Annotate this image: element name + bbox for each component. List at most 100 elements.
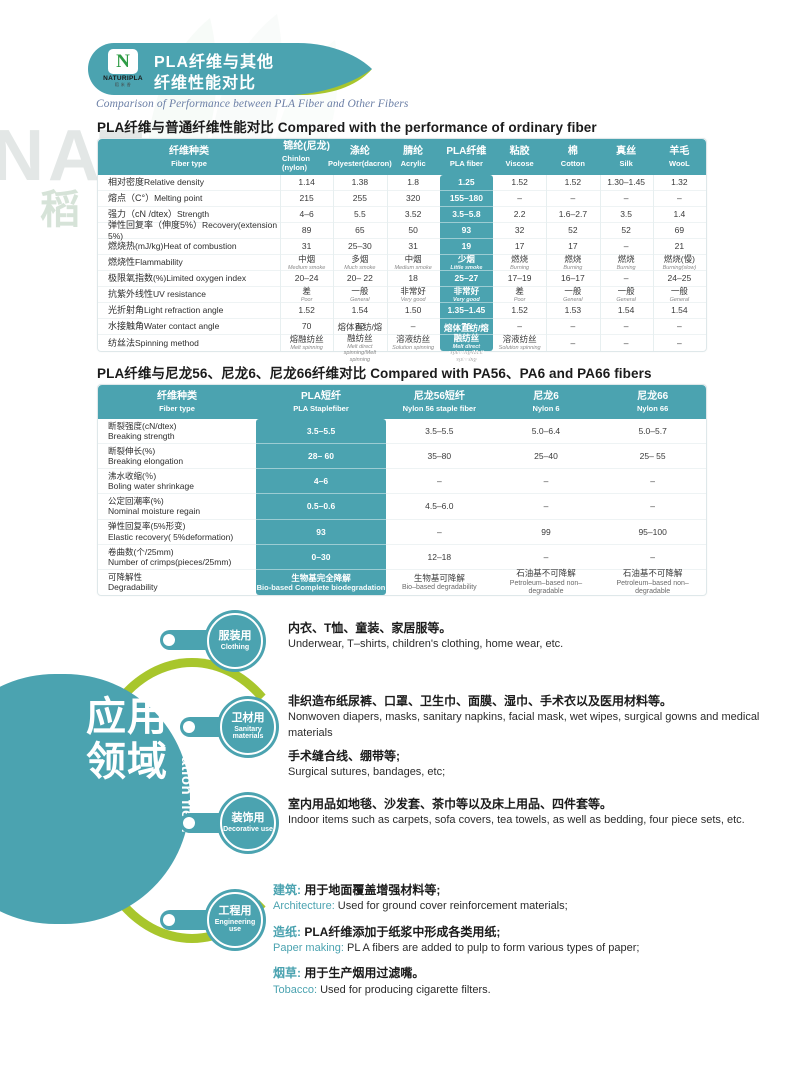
cell-value: 燃烧: [617, 253, 635, 264]
table1-row: 光折射角Light refraction angle 1.52 1.54 1.50 1.…: [98, 303, 706, 319]
table1-cell: 1.32: [652, 175, 706, 191]
col-header-cn: 腈纶: [403, 146, 424, 158]
table1-cell: 1.4: [652, 207, 706, 223]
engineering-item-papermaking: 造纸: PLA纤维添加于纸浆中形成各类用纸; Paper making: PL …: [273, 924, 793, 957]
cell-value: 95–100: [638, 526, 667, 537]
cell-subtext: Much smoke: [344, 264, 376, 271]
table2-col-header-2: 尼龙56短纤 Nylon 56 staple fiber: [386, 385, 493, 419]
table2-header-row: 纤维种类 Fiber type PLA短纤 PLA Staplefiber 尼龙56短纤…: [98, 385, 706, 419]
cell-value: 1.52: [564, 177, 582, 188]
node-decorative[interactable]: 装饰用 Decorative use: [217, 792, 279, 854]
table1-cell: 17: [493, 239, 547, 255]
table1-cell: 2.2: [493, 207, 547, 223]
cell-value: 1.50: [404, 305, 422, 316]
pla-cell: 25–27: [439, 271, 493, 287]
cell-value: 69: [674, 225, 685, 236]
logo-mark: N: [108, 49, 138, 74]
row-label: 相对密度Relative density: [98, 175, 280, 191]
col-header-en: Acrylic: [400, 158, 426, 168]
cell-value: 31: [408, 241, 418, 252]
cell-subtext: Medium smoke: [287, 264, 326, 271]
row-label: 光折射角Light refraction angle: [98, 303, 280, 319]
table1-cell: 1.30–1.45: [599, 175, 653, 191]
cell-value: –: [570, 321, 576, 332]
row-label-en: UV resistance: [153, 289, 206, 300]
table1-cell: –: [652, 319, 706, 335]
node-sanitary[interactable]: 卫材用 Sanitary materials: [217, 696, 279, 758]
table1-cell: 20–24: [280, 271, 334, 287]
application-field-section: 应用领域 Application field 服装用 Clothing 卫材用 …: [0, 600, 793, 1030]
cell-value: 1.14: [298, 177, 315, 188]
col-header-cn: 尼龙66: [637, 391, 669, 403]
cell-value: –: [623, 273, 629, 284]
table1-cell: –: [652, 191, 706, 207]
table1-cell: 50: [386, 223, 440, 239]
col-header-en: PLA Staplefiber: [293, 403, 349, 413]
text-block-sanitary: 非织造布纸尿裤、口罩、卫生巾、面膜、湿巾、手术衣以及医用材料等。 Nonwove…: [288, 693, 788, 741]
cell-value: 17: [514, 241, 525, 252]
node-engineering[interactable]: 工程用 Engineering use: [204, 889, 266, 951]
table2-cell: –: [492, 494, 600, 520]
row-label-en: Relative density: [144, 177, 205, 188]
table1-cell: 一般 General: [599, 286, 653, 303]
row-label-en: Number of crimps(pieces/25mm): [108, 556, 232, 567]
table1-cell: 20– 22: [333, 271, 387, 287]
cell-value: 20–24: [294, 273, 319, 284]
cell-value: 20– 22: [346, 273, 373, 284]
table1-col-header-1: 锦纶(尼龙) Chinlon (nylon): [280, 139, 333, 175]
table1-cell: 89: [280, 223, 334, 239]
cell-value: 65: [355, 225, 365, 236]
pla-cell-value: 熔体直纺/熔融纺丝: [443, 322, 489, 343]
cell-value: 1.54: [671, 305, 688, 316]
banner-shape: [88, 43, 372, 95]
cell-value: 1.30–1.45: [607, 177, 646, 188]
pla-cell: 3.5–5.8: [439, 207, 493, 223]
row-label-cn: 燃烧性: [108, 257, 136, 268]
row-label-en: Boling water shrinkage: [108, 481, 194, 492]
pla-cell-value: 生物基完全降解: [291, 572, 351, 583]
architecture-body-cn: 用于地面覆盖增强材料等;: [301, 883, 441, 897]
comparison-table-ordinary-fiber: 纤维种类 Fiber type 锦纶(尼龙) Chinlon (nylon) 涤纶 Pol…: [97, 138, 707, 363]
node-clothing[interactable]: 服装用 Clothing: [204, 610, 266, 672]
node-engineering-ring: 工程用 Engineering use: [207, 892, 263, 948]
table1-cell: 21: [652, 239, 706, 255]
tobacco-body-en: Used for producing cigarette filters.: [317, 983, 491, 996]
banner-title-line1: PLA纤维与其他: [154, 54, 275, 71]
table1-cell: 中烟 Medium smoke: [386, 254, 440, 271]
row-label-cn: 相对密度: [108, 177, 145, 188]
cell-value: 1.8: [407, 177, 420, 188]
table1-col-header-2: 涤纶 Polyester(dacron): [328, 139, 392, 175]
table2-col-header-0: 纤维种类 Fiber type: [98, 385, 256, 419]
text-clothing-en: Underwear, T–shirts, children's clothing…: [288, 638, 564, 651]
table1-row: 燃烧性Flammability 中烟 Medium smoke 多烟 Much smok…: [98, 253, 706, 271]
text-block-engineering: 建筑: 用于地面覆盖增强材料等; Architecture: Used for …: [273, 882, 793, 998]
text-clothing-cn: 内衣、T恤、童装、家居服等。: [288, 621, 452, 635]
table2-cell: –: [599, 494, 706, 520]
column-separator: [280, 175, 281, 351]
pla-cell-subtext: Very good: [453, 296, 480, 303]
pla-cell-value: 93: [461, 225, 472, 236]
papermaking-cn-line: 造纸: PLA纤维添加于纸浆中形成各类用纸;: [273, 924, 793, 941]
table2-cell: 4.5–6.0: [386, 494, 493, 520]
cell-subtext: General: [669, 296, 690, 303]
table1-cell: –: [599, 319, 653, 335]
cell-subtext: Poor: [300, 296, 313, 303]
cell-value: 70: [301, 321, 312, 332]
text-sanitary-en: Nonwoven diapers, masks, sanitary napkin…: [288, 711, 760, 739]
table1-col-header-4: PLA纤维 PLA fiber: [440, 139, 493, 175]
cell-value: 17–19: [507, 273, 532, 284]
pla-cell-value: 非常好: [453, 285, 480, 296]
pla-cell: 19: [439, 239, 493, 255]
architecture-cn-line: 建筑: 用于地面覆盖增强材料等;: [273, 882, 793, 899]
cell-subtext: General: [563, 296, 583, 303]
cell-value: 3.5: [620, 209, 633, 220]
pla-cell: 0.5–0.6: [256, 494, 386, 520]
row-label-cn: 可降解性: [108, 572, 143, 583]
cell-value: 89: [301, 225, 312, 236]
cell-value: 52: [621, 225, 631, 236]
text-block-decorative: 室内用品如地毯、沙发套、茶巾等以及床上用品、四件套等。 Indoor items…: [288, 796, 788, 829]
architecture-lead-en: Architecture:: [273, 900, 335, 913]
table2-cell: 12–18: [386, 545, 493, 570]
table1-cell: 1.8: [386, 175, 440, 191]
cell-value: 1.52: [511, 305, 528, 316]
